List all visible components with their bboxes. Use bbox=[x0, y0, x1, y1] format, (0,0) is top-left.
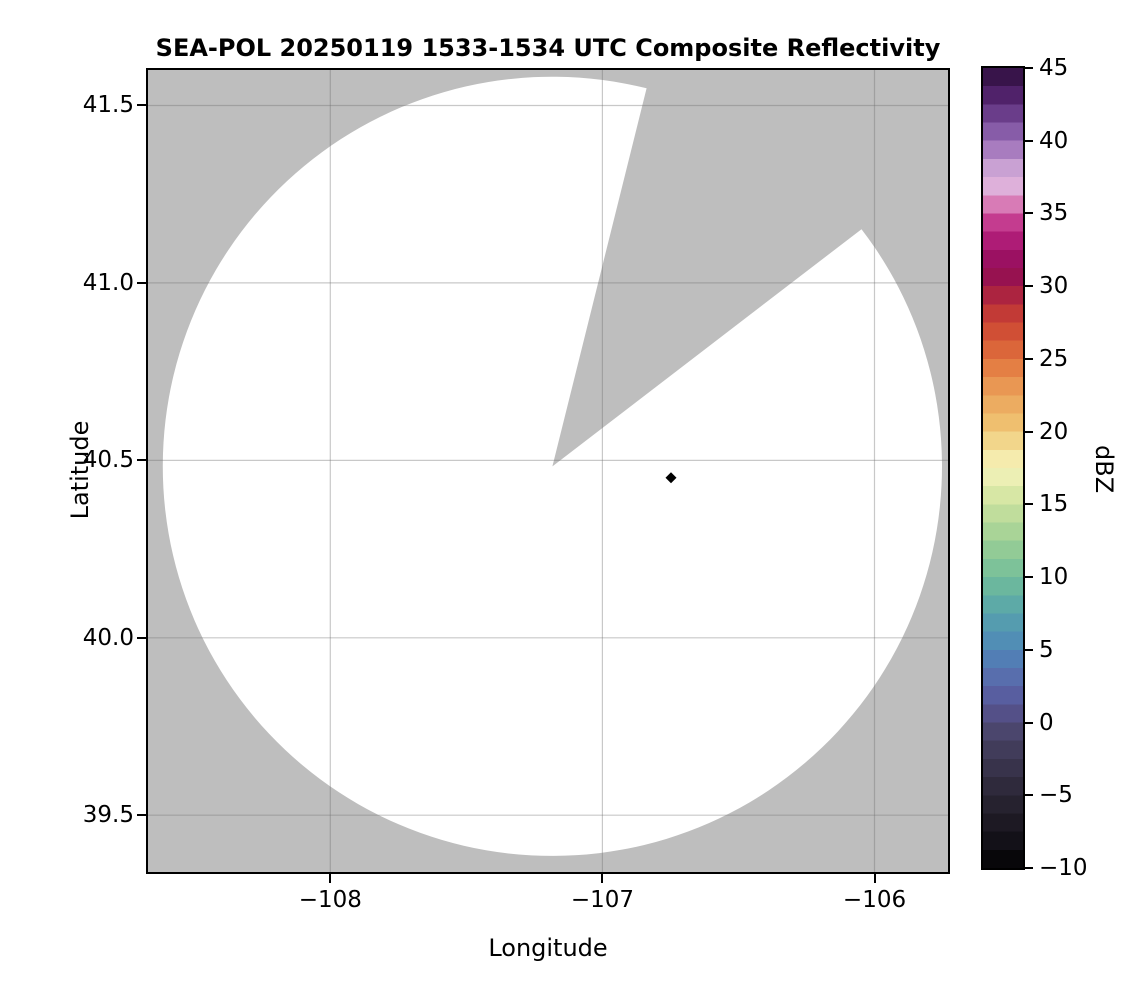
colorbar-tick bbox=[1025, 139, 1033, 142]
colorbar-tick-label: 40 bbox=[1039, 127, 1069, 154]
x-tick-label: −106 bbox=[842, 887, 907, 913]
echo-marker bbox=[665, 472, 677, 484]
colorbar-tick bbox=[1025, 721, 1033, 724]
y-tick bbox=[137, 104, 146, 107]
y-tick-label: 39.5 bbox=[82, 802, 134, 829]
colorbar-tick bbox=[1025, 576, 1033, 579]
y-tick bbox=[137, 281, 146, 284]
x-tick-label: −108 bbox=[298, 887, 362, 913]
colorbar-tick-label: 35 bbox=[1039, 200, 1069, 227]
plot-title: SEA-POL 20250119 1533-1534 UTC Composite… bbox=[155, 34, 941, 62]
colorbar-tick bbox=[1025, 430, 1033, 433]
radar-scanned-region bbox=[162, 76, 942, 856]
x-axis-label: Longitude bbox=[488, 934, 608, 962]
colorbar-tick bbox=[1025, 867, 1033, 869]
colorbar-tick bbox=[1025, 212, 1033, 215]
colorbar-tick-label: 30 bbox=[1039, 273, 1069, 300]
x-tick bbox=[873, 874, 876, 883]
y-tick-label: 41.0 bbox=[82, 269, 134, 296]
y-tick bbox=[137, 636, 146, 639]
colorbar-tick-label: 25 bbox=[1039, 345, 1069, 372]
colorbar-tick bbox=[1025, 357, 1033, 360]
x-tick bbox=[601, 874, 604, 883]
colorbar-tick bbox=[1025, 503, 1033, 506]
colorbar-tick bbox=[1025, 794, 1033, 797]
colorbar-tick-label: 20 bbox=[1039, 418, 1069, 445]
colorbar-tick-label: 5 bbox=[1039, 636, 1054, 663]
colorbar-tick-label: 0 bbox=[1039, 709, 1054, 736]
colorbar-tick bbox=[1025, 648, 1033, 651]
x-tick-label: −107 bbox=[570, 887, 634, 913]
colorbar-tick-label: −10 bbox=[1039, 855, 1088, 881]
colorbar-gradient bbox=[983, 68, 1023, 868]
colorbar-tick-label: −5 bbox=[1039, 782, 1073, 809]
plot-area bbox=[146, 68, 950, 874]
x-tick bbox=[329, 874, 332, 883]
colorbar-tick-label: 15 bbox=[1039, 491, 1069, 518]
y-tick bbox=[137, 814, 146, 817]
y-tick bbox=[137, 459, 146, 462]
colorbar-label: dBZ bbox=[1090, 445, 1118, 494]
radar-plot-canvas bbox=[148, 70, 948, 872]
colorbar bbox=[981, 66, 1025, 870]
y-tick-label: 40.0 bbox=[82, 624, 134, 651]
y-tick-label: 41.5 bbox=[82, 92, 134, 119]
colorbar-tick bbox=[1025, 285, 1033, 288]
colorbar-tick-label: 10 bbox=[1039, 564, 1069, 591]
colorbar-tick-label: 45 bbox=[1039, 55, 1069, 81]
y-tick-label: 40.5 bbox=[82, 447, 134, 474]
colorbar-tick bbox=[1025, 67, 1033, 69]
